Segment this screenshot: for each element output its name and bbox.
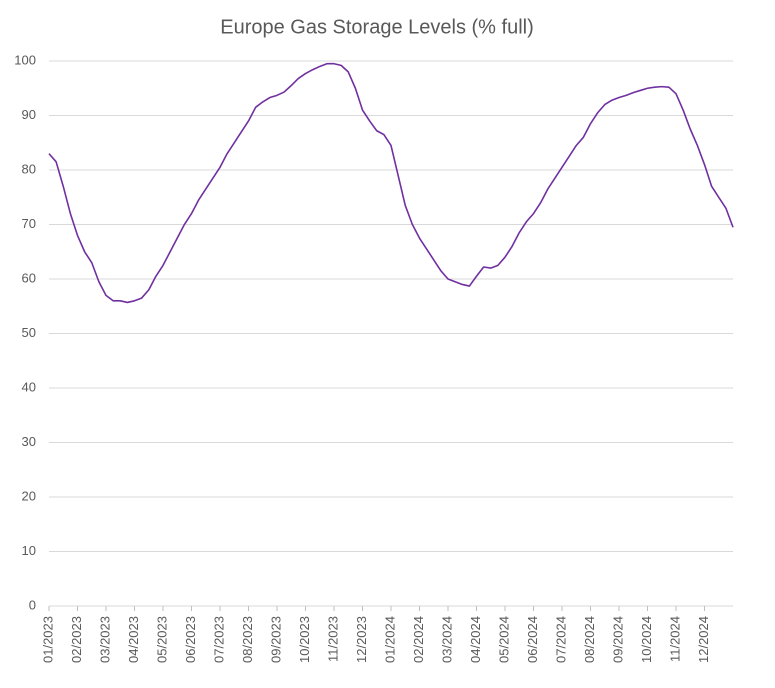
y-tick-label: 70: [22, 216, 36, 231]
x-tick-label: 11/2023: [325, 616, 340, 662]
x-tick-label: 10/2023: [297, 616, 312, 663]
x-tick-label: 05/2024: [496, 616, 511, 663]
x-tick-label: 04/2023: [126, 616, 141, 663]
x-tick-label: 06/2024: [525, 616, 540, 663]
x-tick-label: 05/2023: [154, 616, 169, 663]
y-tick-label: 90: [22, 107, 36, 122]
x-tick-label: 12/2024: [696, 616, 711, 663]
x-tick-label: 12/2023: [354, 616, 369, 663]
y-tick-label: 100: [14, 52, 36, 67]
x-tick-label: 08/2024: [582, 616, 597, 663]
y-tick-label: 0: [29, 597, 36, 612]
x-tick-label: 02/2024: [411, 616, 426, 663]
x-tick-label: 07/2023: [211, 616, 226, 663]
x-tick-label: 02/2023: [69, 616, 84, 663]
chart-title: Europe Gas Storage Levels (% full): [220, 16, 534, 38]
x-tick-label: 11/2024: [667, 616, 682, 662]
x-tick-label: 01/2024: [382, 616, 397, 663]
x-tick-label: 07/2024: [553, 616, 568, 663]
y-tick-label: 10: [22, 543, 36, 558]
y-tick-label: 40: [22, 379, 36, 394]
y-tick-label: 20: [22, 488, 36, 503]
x-tick-label: 08/2023: [240, 616, 255, 663]
x-tick-label: 06/2023: [183, 616, 198, 663]
y-tick-label: 60: [22, 270, 36, 285]
y-tick-label: 30: [22, 434, 36, 449]
x-tick-label: 03/2023: [97, 616, 112, 663]
x-tick-label: 10/2024: [639, 616, 654, 663]
y-tick-label: 80: [22, 161, 36, 176]
data-line: [48, 62, 734, 304]
y-tick-label: 50: [22, 325, 36, 340]
x-tick-label: 09/2023: [268, 616, 283, 663]
x-tick-label: 03/2024: [439, 616, 454, 663]
x-tick-label: 01/2023: [40, 616, 55, 663]
x-tick-label: 04/2024: [468, 616, 483, 663]
x-tick-label: 09/2024: [610, 616, 625, 663]
